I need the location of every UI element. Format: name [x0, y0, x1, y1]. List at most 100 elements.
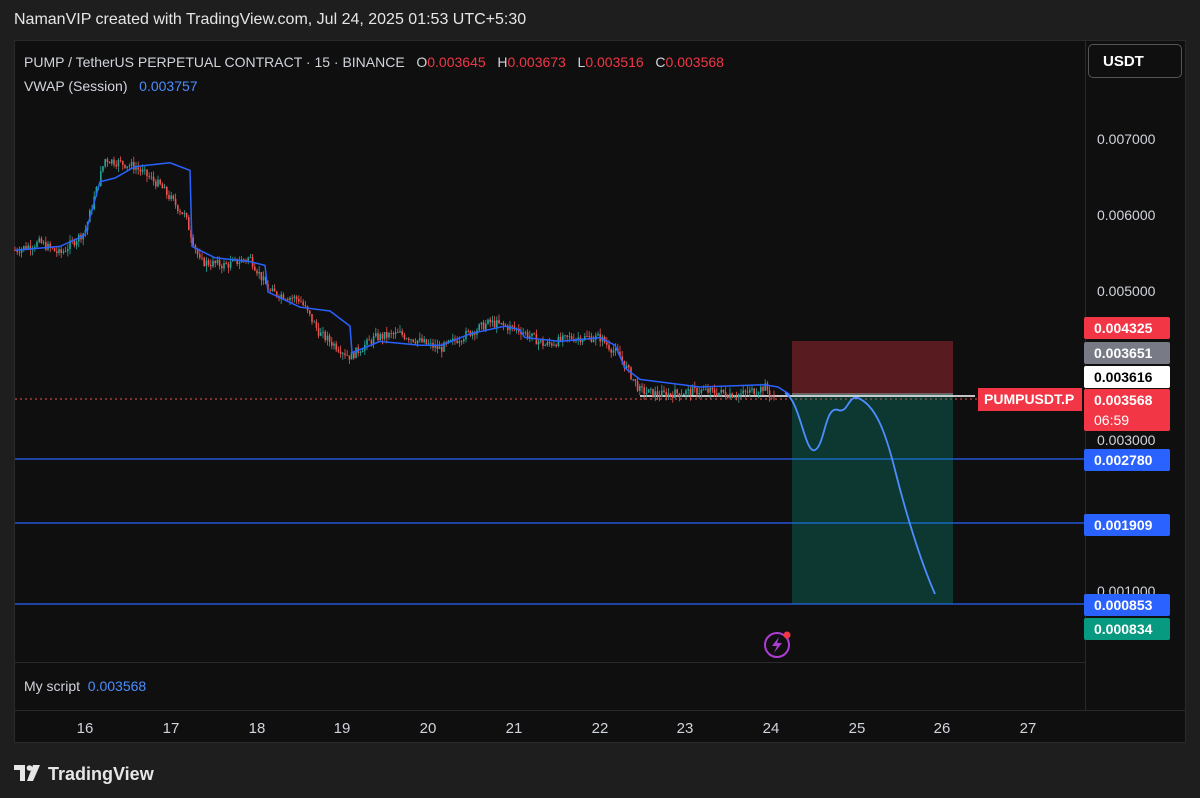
candle-body: [687, 389, 689, 391]
candle-body: [139, 169, 142, 172]
entry-price-tag[interactable]: 0.003651: [1084, 342, 1170, 364]
script-value: 0.003568: [87, 678, 147, 694]
candle-body: [236, 258, 238, 265]
candle-body: [210, 264, 212, 267]
candle-body: [115, 164, 117, 167]
candle-body: [755, 393, 758, 395]
candle-body: [388, 333, 390, 338]
candle-body: [36, 241, 38, 248]
candle-body: [183, 213, 186, 215]
candle-body: [262, 276, 265, 281]
candle-body: [636, 381, 639, 391]
candle-body: [207, 260, 210, 265]
pane-divider[interactable]: [15, 662, 1085, 663]
candle-body: [705, 388, 707, 390]
candle-body: [45, 242, 47, 250]
candle-body: [427, 343, 430, 345]
candle-body: [249, 257, 252, 258]
time-axis-label: 20: [419, 720, 437, 737]
candle-body: [108, 162, 111, 164]
candle-body: [639, 386, 641, 391]
candle-body: [665, 392, 667, 398]
candle-body: [744, 390, 747, 392]
candle-body: [656, 391, 659, 396]
symbol-legend-row[interactable]: PUMP / TetherUS PERPETUAL CONTRACT · 15 …: [24, 50, 724, 74]
candle-body: [727, 396, 729, 398]
candle-body: [749, 389, 751, 393]
candle-body: [111, 159, 113, 164]
candle-body: [504, 325, 507, 326]
level-price-tag[interactable]: 0.003616: [1084, 366, 1170, 388]
candle-body: [753, 388, 755, 395]
target-final-price-tag[interactable]: 0.000834: [1084, 618, 1170, 640]
candle-body: [766, 383, 769, 391]
candle-body: [335, 343, 337, 350]
candle-body: [69, 240, 71, 249]
candle-body: [152, 176, 155, 182]
candle-body: [291, 297, 293, 299]
candle-body: [350, 352, 353, 360]
candle-body: [188, 217, 190, 231]
time-axis-label: 27: [1019, 720, 1037, 737]
candle-body: [449, 340, 452, 342]
target3-price-tag[interactable]: 0.000853: [1084, 594, 1170, 616]
candle-body: [553, 344, 555, 346]
candle-body: [148, 176, 150, 178]
candle-body: [161, 184, 164, 189]
candle-body: [38, 238, 40, 242]
candle-body: [707, 388, 709, 393]
candle-body: [401, 331, 403, 335]
candle-body: [397, 332, 399, 333]
candle-body: [155, 181, 157, 187]
symbol-price-label[interactable]: PUMPUSDT.P: [978, 388, 1082, 411]
candle-body: [229, 261, 232, 268]
target1-price-tag[interactable]: 0.002780: [1084, 449, 1170, 471]
candle-body: [287, 299, 289, 301]
candle-body: [496, 320, 498, 328]
candle-body: [25, 246, 27, 250]
candle-body: [265, 276, 267, 285]
candle-body: [698, 393, 700, 395]
candle-body: [342, 353, 344, 355]
candle-body: [771, 396, 773, 397]
candle-body: [403, 334, 406, 339]
candle-body: [256, 270, 258, 274]
candle-body: [300, 301, 302, 303]
bar-countdown: 06:59: [1094, 412, 1130, 428]
stop-price-tag[interactable]: 0.004325: [1084, 317, 1170, 339]
candle-body: [414, 341, 417, 344]
candle-body: [555, 344, 557, 347]
candle-body: [493, 320, 496, 328]
candle-body: [458, 341, 461, 343]
indicator-name[interactable]: VWAP (Session): [24, 78, 128, 94]
candle-body: [694, 387, 696, 389]
candle-body: [588, 336, 590, 338]
candle-body: [577, 337, 579, 339]
time-axis-label: 24: [762, 720, 780, 737]
candle-body: [410, 339, 412, 341]
candle-body: [482, 322, 485, 330]
target2-price-tag[interactable]: 0.001909: [1084, 514, 1170, 536]
script-name[interactable]: My script: [24, 678, 80, 694]
candle-body: [696, 388, 698, 395]
candle-body: [238, 262, 241, 265]
candle-body: [225, 263, 227, 265]
last-price-tag[interactable]: 0.003568 06:59: [1084, 389, 1170, 431]
currency-button[interactable]: USDT: [1088, 44, 1182, 78]
lightning-icon[interactable]: [762, 630, 792, 660]
candle-body: [150, 176, 153, 178]
candle-body: [731, 393, 733, 398]
candle-body: [746, 391, 749, 393]
candle-body: [672, 394, 674, 398]
candle-body: [247, 257, 249, 261]
symbol-name[interactable]: PUMP / TetherUS PERPETUAL CONTRACT · 15 …: [24, 54, 405, 70]
indicator-legend-row[interactable]: VWAP (Session) 0.003757: [24, 74, 724, 98]
candle-body: [317, 327, 320, 336]
candle-body: [29, 245, 32, 250]
candle-body: [361, 350, 364, 353]
candle-body: [612, 350, 615, 353]
script-legend[interactable]: My script 0.003568: [24, 676, 146, 696]
candle-body: [254, 266, 256, 271]
candle-body: [416, 340, 419, 344]
